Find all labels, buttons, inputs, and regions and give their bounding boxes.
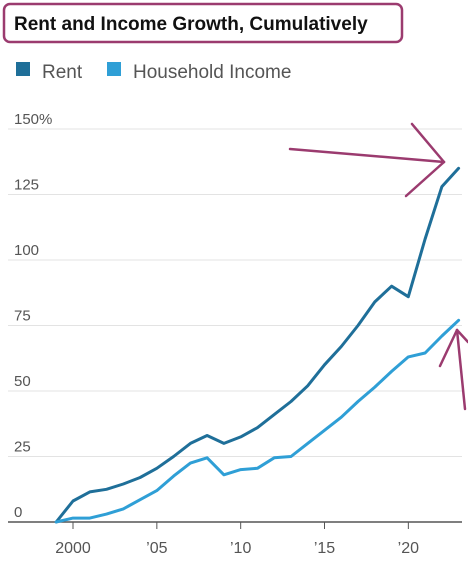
x-tick-label: 2000	[55, 540, 91, 557]
arrow-rent	[288, 122, 446, 198]
chart-title: Rent and Income Growth, Cumulatively	[14, 14, 368, 35]
gridlines	[8, 128, 462, 523]
arrow-income-head-right	[455, 328, 468, 344]
legend-swatch-income	[107, 62, 121, 76]
legend-label-income: Household Income	[133, 62, 291, 83]
x-tick-label: ’15	[314, 540, 335, 557]
y-tick-label: 25	[14, 439, 31, 456]
legend-label-rent: Rent	[42, 62, 83, 83]
y-axis-ticks: 0 25 50 75 100 125 150%	[14, 111, 52, 521]
arrow-rent-head-lower	[404, 160, 446, 198]
x-axis-ticks: 2000 ’05 ’10 ’15 ’20	[55, 522, 419, 557]
series-line-rent	[54, 166, 461, 524]
y-tick-label: 50	[14, 373, 31, 390]
arrow-rent-head-upper	[410, 122, 446, 164]
arrow-income	[438, 328, 468, 411]
x-tick-label: ’20	[398, 540, 419, 557]
series-lines	[54, 166, 461, 524]
arrow-income-shaft	[455, 328, 467, 411]
arrow-rent-shaft	[288, 147, 446, 164]
y-tick-label: 150%	[14, 111, 52, 128]
x-tick-label: ’10	[230, 540, 251, 557]
y-tick-label: 100	[14, 242, 39, 259]
arrow-income-head-left	[438, 328, 459, 368]
series-line-household-income	[54, 318, 461, 524]
legend: Rent Household Income	[16, 62, 291, 83]
x-tick-label: ’05	[146, 540, 167, 557]
y-tick-label: 75	[14, 308, 31, 325]
y-tick-label: 125	[14, 177, 39, 194]
legend-swatch-rent	[16, 62, 30, 76]
annotation-arrows	[288, 122, 468, 411]
title-frame	[2, 2, 404, 44]
y-tick-label: 0	[14, 504, 22, 521]
